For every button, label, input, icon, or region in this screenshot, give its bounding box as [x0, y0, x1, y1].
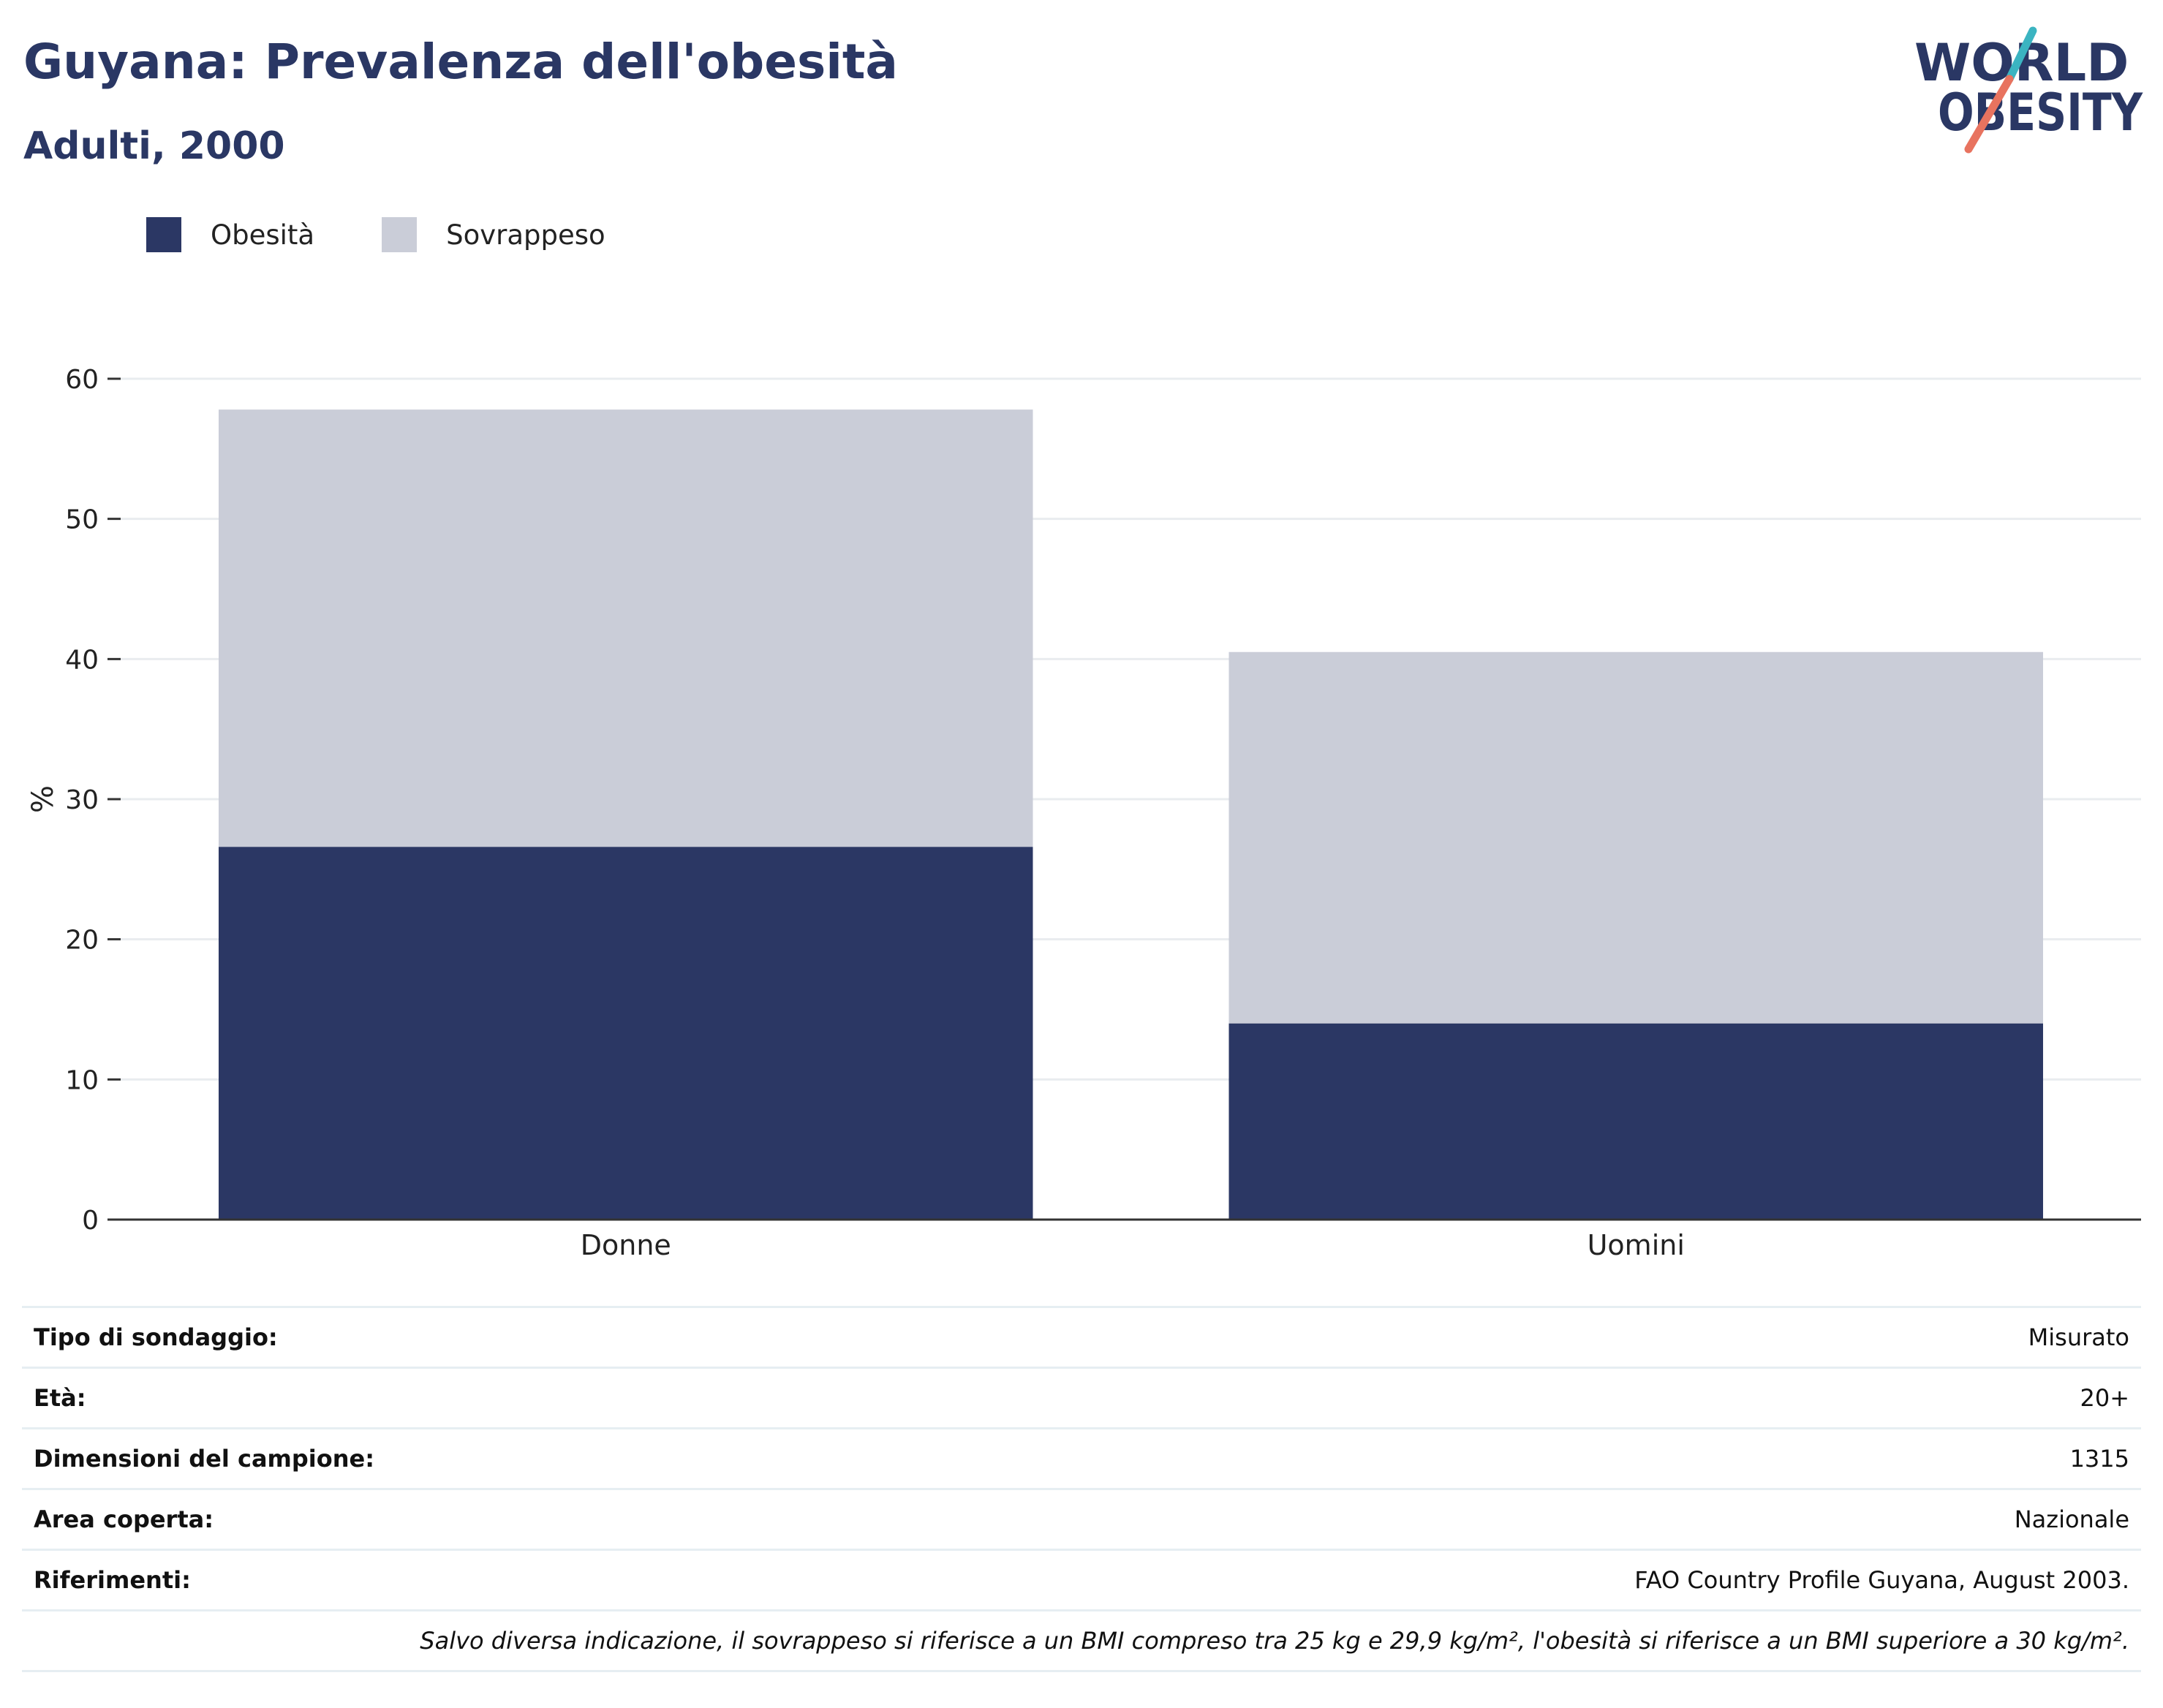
page-subtitle: Adulti, 2000	[23, 124, 285, 168]
y-tick-label: 60	[65, 365, 99, 395]
legend-swatch-sovrappeso	[382, 217, 418, 252]
page-title: Guyana: Prevalenza dell'obesità	[23, 34, 898, 90]
y-tick-label: 20	[65, 926, 99, 956]
x-tick-label: Uomini	[1588, 1229, 1685, 1261]
info-value: FAO Country Profile Guyana, August 2003.	[896, 1549, 2141, 1611]
survey-info-table: Tipo di sondaggio: Misurato Età: 20+ Dim…	[22, 1306, 2141, 1672]
info-label: Età:	[22, 1367, 896, 1429]
legend-label-obesita: Obesità	[211, 219, 315, 251]
info-value: 1315	[896, 1427, 2141, 1489]
info-row-references: Riferimenti: FAO Country Profile Guyana,…	[22, 1549, 2141, 1611]
legend-item-sovrappeso[interactable]: Sovrappeso	[382, 217, 605, 252]
info-row-sample-size: Dimensioni del campione: 1315	[22, 1427, 2141, 1489]
info-row-age: Età: 20+	[22, 1367, 2141, 1429]
stacked-bar-chart: 0 10 20 30 40 50 60% Donne Uomini	[26, 365, 2141, 1261]
legend-swatch-obesita	[146, 217, 181, 252]
info-label: Tipo di sondaggio:	[22, 1306, 896, 1368]
y-tick-label: 30	[65, 785, 99, 815]
bmi-footnote: Salvo diversa indicazione, il sovrappeso…	[22, 1609, 2141, 1672]
y-tick-label: 10	[65, 1065, 99, 1095]
chart-legend: Obesità Sovrappeso	[146, 216, 673, 253]
info-value: 20+	[896, 1367, 2141, 1429]
x-tick-label: Donne	[581, 1229, 671, 1261]
y-tick-label: 40	[65, 645, 99, 675]
world-obesity-logo: WORLD OBESITY	[1914, 26, 2143, 154]
y-tick-label: 0	[82, 1206, 99, 1236]
info-value: Nazionale	[896, 1488, 2141, 1550]
info-label: Dimensioni del campione:	[22, 1427, 896, 1489]
logo-line-obesity: OBESITY	[1938, 83, 2143, 143]
bar-donne-sovrappeso	[219, 409, 1033, 847]
bar-uomini-sovrappeso	[1228, 651, 2043, 1024]
legend-item-obesita[interactable]: Obesità	[146, 217, 314, 252]
legend-label-sovrappeso: Sovrappeso	[446, 219, 605, 251]
logo-slash-teal	[2005, 26, 2037, 83]
y-axis-label: %	[26, 785, 60, 813]
info-label: Area coperta:	[22, 1488, 896, 1550]
logo-slash-coral	[1964, 75, 2014, 154]
y-tick-label: 50	[65, 505, 99, 535]
info-row-survey-type: Tipo di sondaggio: Misurato	[22, 1306, 2141, 1368]
info-row-note: Salvo diversa indicazione, il sovrappeso…	[22, 1609, 2141, 1672]
bar-donne-obesita	[219, 847, 1033, 1220]
bar-uomini-obesita	[1228, 1023, 2043, 1220]
info-label: Riferimenti:	[22, 1549, 896, 1611]
info-value: Misurato	[896, 1306, 2141, 1368]
info-row-area: Area coperta: Nazionale	[22, 1488, 2141, 1550]
